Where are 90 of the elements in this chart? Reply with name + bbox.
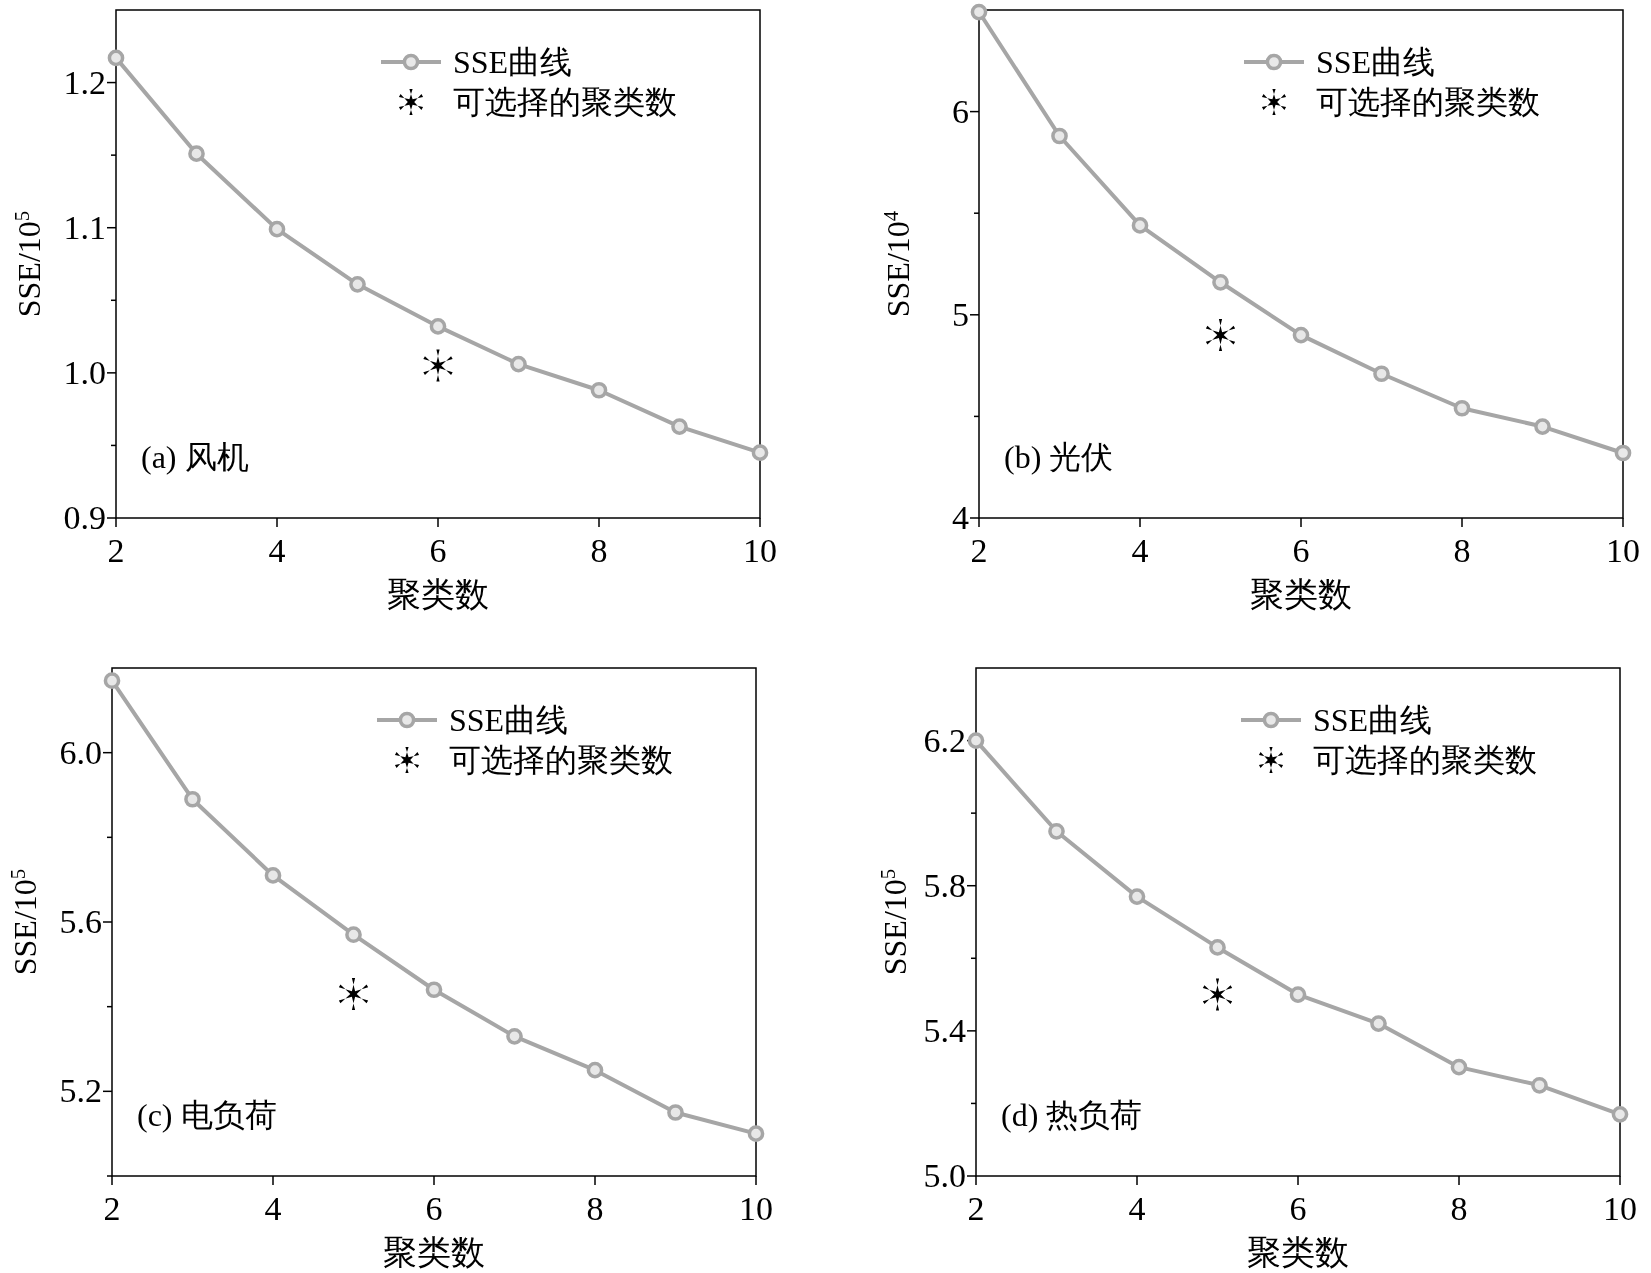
y-tick-label: 5.6 (59, 903, 102, 940)
y-tick-label: 5 (952, 295, 969, 333)
point (751, 444, 769, 462)
x-tick-label: 2 (107, 532, 125, 569)
x-tick-label: 10 (1606, 532, 1640, 569)
point (1212, 273, 1229, 291)
point (1209, 939, 1226, 956)
x-tick-label: 10 (739, 1190, 773, 1227)
point (586, 1061, 604, 1079)
point (506, 1027, 523, 1045)
point (590, 381, 608, 399)
legend-label: SSE曲线 (1313, 702, 1433, 738)
x-tick-label: 6 (1292, 532, 1310, 569)
x-axis-title: 聚类数 (1250, 576, 1352, 613)
point (1614, 444, 1632, 462)
x-tick-label: 4 (1131, 532, 1149, 569)
point (671, 418, 688, 435)
legend-label: SSE曲线 (1316, 44, 1436, 80)
point (510, 355, 527, 373)
y-tick-label: 5.0 (923, 1157, 966, 1194)
point (107, 49, 125, 67)
point (1289, 986, 1307, 1003)
x-tick-label: 8 (1450, 1190, 1468, 1227)
point (429, 318, 447, 335)
point (1205, 319, 1236, 352)
x-tick-label: 8 (1453, 532, 1471, 569)
point (1131, 217, 1149, 234)
point (1453, 399, 1471, 417)
x-tick-label: 2 (103, 1190, 121, 1227)
point (970, 3, 988, 21)
x-axis-title: 聚类数 (1247, 1234, 1349, 1271)
legend-label: SSE曲线 (453, 44, 573, 80)
point (423, 349, 453, 382)
point (1051, 127, 1068, 145)
annotation: (c) 电负荷 (137, 1097, 277, 1133)
point (1048, 822, 1065, 840)
x-tick-label: 8 (586, 1190, 604, 1227)
x-tick-label: 2 (970, 532, 988, 569)
y-tick-label: 0.9 (63, 499, 106, 536)
y-tick-label: 1.2 (63, 63, 106, 101)
point (345, 926, 362, 944)
legend-label: 可选择的聚类数 (1313, 742, 1537, 778)
point (188, 145, 205, 163)
point (1202, 978, 1233, 1011)
point (184, 790, 201, 808)
y-tick-label: 1.1 (63, 208, 106, 246)
point (1373, 365, 1390, 383)
x-axis-title: 聚类数 (383, 1234, 485, 1271)
x-tick-label: 6 (429, 532, 447, 569)
x-tick-label: 10 (743, 532, 777, 569)
point (747, 1125, 765, 1143)
x-axis-title: 聚类数 (387, 576, 489, 613)
y-tick-label: 5.8 (923, 866, 966, 904)
annotation: (b) 光伏 (1004, 439, 1114, 475)
point (103, 672, 121, 690)
point (349, 275, 366, 293)
point (425, 981, 443, 999)
point (1292, 326, 1310, 344)
legend-label: 可选择的聚类数 (453, 84, 677, 120)
point (967, 732, 985, 749)
point (1128, 888, 1146, 905)
x-tick-label: 2 (967, 1190, 985, 1227)
y-tick-label: 5.4 (923, 1011, 966, 1049)
y-tick-label: 6.2 (923, 721, 966, 759)
point (1611, 1105, 1629, 1123)
point (264, 867, 282, 884)
point (338, 977, 369, 1010)
point (667, 1104, 684, 1121)
x-tick-label: 4 (264, 1190, 282, 1227)
point (1450, 1058, 1468, 1076)
y-tick-label: 5.2 (59, 1072, 102, 1110)
legend-label: 可选择的聚类数 (1316, 84, 1540, 120)
x-tick-label: 10 (1603, 1190, 1637, 1227)
point (268, 220, 286, 238)
x-tick-label: 4 (268, 532, 286, 569)
y-tick-label: 6.0 (59, 733, 102, 771)
x-tick-label: 8 (590, 532, 608, 569)
legend-label: 可选择的聚类数 (449, 742, 673, 778)
y-tick-label: 4 (952, 499, 969, 536)
x-tick-label: 6 (1289, 1190, 1307, 1227)
x-tick-label: 6 (425, 1190, 443, 1227)
x-tick-label: 4 (1128, 1190, 1146, 1227)
annotation: (a) 风机 (141, 439, 249, 475)
point (1531, 1076, 1548, 1094)
point (1370, 1015, 1387, 1032)
legend-label: SSE曲线 (449, 702, 569, 738)
annotation: (d) 热负荷 (1001, 1097, 1143, 1133)
point (1534, 418, 1551, 435)
y-tick-label: 6 (952, 92, 969, 130)
y-tick-label: 1.0 (63, 353, 106, 391)
